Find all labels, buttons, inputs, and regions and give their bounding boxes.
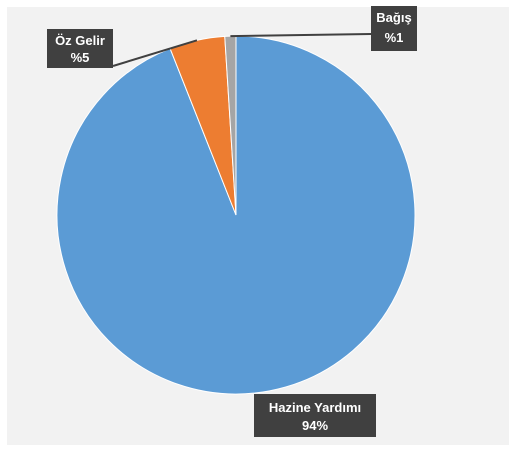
data-label-bagis-box bbox=[371, 6, 417, 51]
data-label-hazine-yardimi-value: 94% bbox=[302, 418, 328, 433]
leader-line-oz-gelir bbox=[112, 39, 198, 67]
leader-lines bbox=[112, 33, 372, 67]
data-label-hazine-yardimi-name: Hazine Yardımı bbox=[269, 400, 361, 415]
data-label-oz-gelir-box bbox=[47, 29, 113, 68]
data-label-bagis-name: Bağış bbox=[376, 10, 411, 25]
data-label-oz-gelir: Öz Gelir %5 bbox=[47, 29, 113, 68]
pie-slices bbox=[56, 35, 416, 395]
pie-slice-hazine-yardimi bbox=[56, 35, 416, 395]
data-label-oz-gelir-value: %5 bbox=[71, 50, 90, 65]
data-label-hazine-yardimi-box bbox=[254, 394, 376, 437]
data-label-hazine-yardimi: Hazine Yardımı 94% bbox=[254, 394, 376, 437]
data-label-bagis: Bağış %1 bbox=[371, 6, 417, 51]
data-label-oz-gelir-name: Öz Gelir bbox=[55, 33, 105, 48]
leader-line-bagis bbox=[230, 33, 372, 38]
data-label-bagis-value: %1 bbox=[385, 30, 404, 45]
